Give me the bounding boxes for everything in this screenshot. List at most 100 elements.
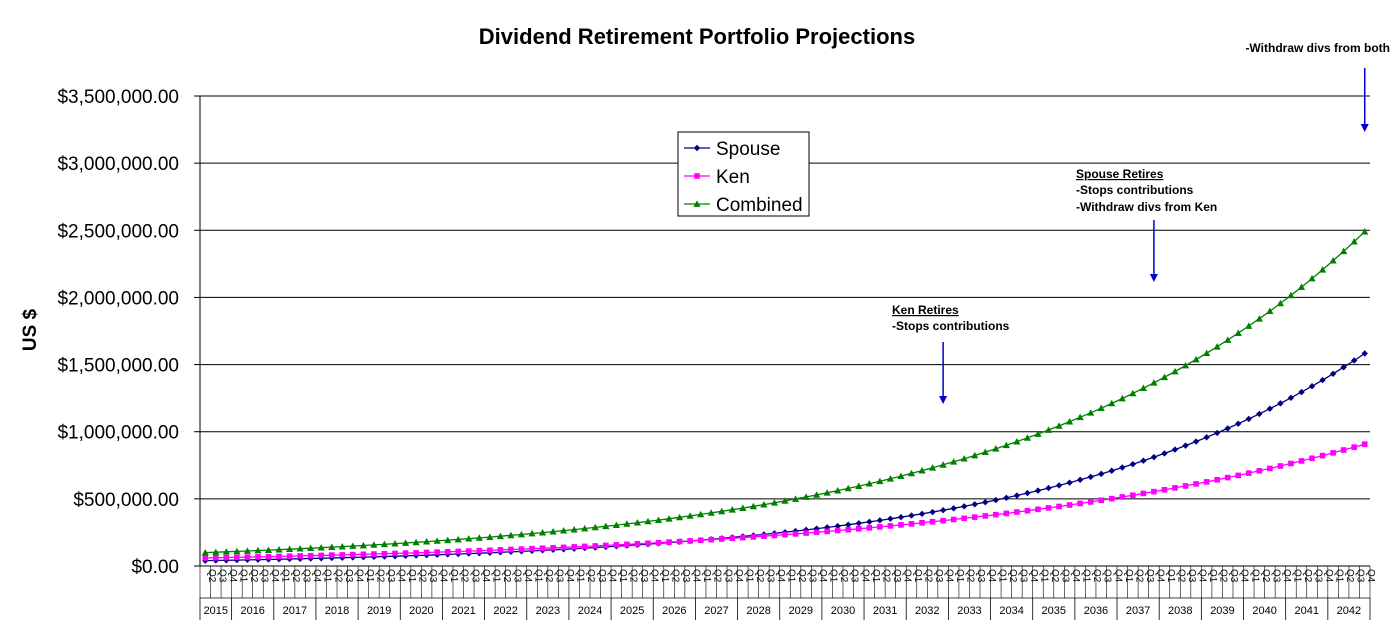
y-tick-label: $2,000,000.00 [57, 288, 179, 309]
year-label: 2017 [283, 605, 307, 617]
data-point-ken [350, 551, 356, 558]
x-tick-label: Q2 [1344, 569, 1355, 583]
data-point-combined [1087, 409, 1095, 416]
x-tick-label: Q3 [596, 569, 607, 583]
data-point-combined [349, 542, 357, 549]
x-tick-label: Q1 [743, 569, 754, 583]
data-point-spouse [1245, 415, 1252, 423]
year-label: 2022 [493, 605, 517, 617]
data-point-ken [434, 549, 440, 555]
data-point-combined [412, 538, 420, 546]
annotation: Ken Retires -Stops contributions [892, 303, 1010, 404]
data-point-ken [750, 534, 757, 540]
x-tick-label: Q3 [427, 569, 438, 583]
data-point-spouse [1150, 453, 1158, 461]
x-tick-label: Q4 [901, 569, 912, 583]
data-point-combined [591, 523, 599, 531]
data-point-combined [1340, 247, 1348, 255]
data-point-combined [1044, 426, 1053, 433]
x-tick-label: Q3 [933, 569, 944, 583]
x-tick-label: Q2 [923, 569, 934, 583]
x-tick-label: Q1 [786, 569, 797, 583]
data-point-spouse [1182, 442, 1189, 449]
data-point-ken [234, 554, 240, 561]
data-point-combined [1076, 413, 1084, 421]
data-point-ken [455, 548, 462, 555]
data-point-spouse [1203, 434, 1210, 441]
series-ken [202, 441, 1368, 561]
data-point-ken [771, 532, 778, 539]
data-point-ken [508, 546, 514, 553]
data-point-spouse [866, 518, 873, 526]
x-tick-label: Q4 [564, 569, 575, 583]
data-point-combined [1192, 355, 1200, 363]
data-point-combined [1255, 315, 1263, 322]
x-tick-label: Q3 [680, 569, 691, 583]
x-tick-label: Q2 [501, 569, 512, 583]
data-point-combined [233, 547, 241, 555]
year-label: 2019 [367, 605, 391, 617]
data-point-ken [971, 514, 978, 520]
x-tick-label: Q4 [1281, 569, 1292, 583]
data-point-spouse [1066, 479, 1073, 486]
x-tick-label: Q3 [1017, 569, 1028, 583]
data-point-combined [1150, 379, 1158, 386]
legend-label-ken: Ken [716, 167, 750, 188]
data-point-spouse [971, 501, 978, 508]
x-tick-label: Q3 [638, 569, 649, 583]
x-tick-label: Q3 [975, 569, 986, 583]
x-tick-label: Q4 [1239, 569, 1250, 583]
x-tick-label: Q4 [648, 569, 659, 583]
data-point-spouse [1213, 429, 1221, 437]
y-axis-label: US $ [20, 308, 41, 351]
data-point-combined [876, 477, 884, 485]
data-point-combined [1034, 430, 1042, 437]
data-point-combined [212, 548, 220, 556]
data-point-ken [476, 547, 483, 554]
data-point-spouse [855, 520, 862, 527]
x-tick-label: Q4 [775, 569, 786, 583]
data-point-combined [760, 500, 768, 508]
data-point-combined [844, 484, 852, 492]
x-tick-label: Q1 [1081, 569, 1092, 583]
x-tick-label: Q3 [1060, 569, 1071, 583]
data-point-ken [666, 539, 672, 545]
data-point-ken [655, 539, 662, 546]
x-tick-label: Q3 [1144, 569, 1155, 583]
data-point-ken [813, 529, 820, 536]
x-tick-label: Q2 [417, 569, 428, 583]
legend-label-combined: Combined [716, 195, 803, 216]
data-point-ken [465, 548, 472, 554]
data-point-combined [496, 532, 505, 540]
x-tick-label: Q3 [1186, 569, 1197, 583]
data-point-spouse [960, 503, 968, 510]
data-point-ken [834, 527, 841, 534]
data-point-ken [1066, 502, 1073, 508]
x-tick-label: Q3 [216, 569, 227, 583]
data-point-spouse [1350, 357, 1358, 364]
x-tick-label: Q4 [522, 569, 533, 583]
annotation-line: -Withdraw divs from Ken [1076, 200, 1217, 214]
data-point-spouse [1024, 489, 1031, 497]
data-point-spouse [1277, 400, 1284, 407]
data-point-ken [782, 531, 788, 538]
data-point-combined [380, 540, 389, 548]
x-tick-label: Q3 [1102, 569, 1113, 583]
year-label: 2040 [1252, 605, 1276, 617]
data-point-combined [1023, 434, 1032, 441]
data-point-combined [581, 524, 589, 532]
data-point-combined [612, 521, 620, 528]
data-point-ken [687, 538, 693, 544]
x-tick-label: Q3 [722, 569, 733, 583]
x-tick-label: Q1 [237, 569, 248, 583]
annotation-heading: Ken Retires [892, 303, 959, 317]
data-point-spouse [1256, 410, 1263, 418]
x-tick-label: Q4 [859, 569, 870, 583]
annotation: Spouse Retires -Stops contributions -Withd… [1076, 167, 1217, 282]
annotation-arrow-head [939, 396, 948, 404]
x-tick-label: Q1 [828, 569, 839, 583]
data-point-ken [1330, 450, 1336, 456]
data-point-combined [317, 544, 325, 551]
data-point-combined [749, 502, 757, 510]
